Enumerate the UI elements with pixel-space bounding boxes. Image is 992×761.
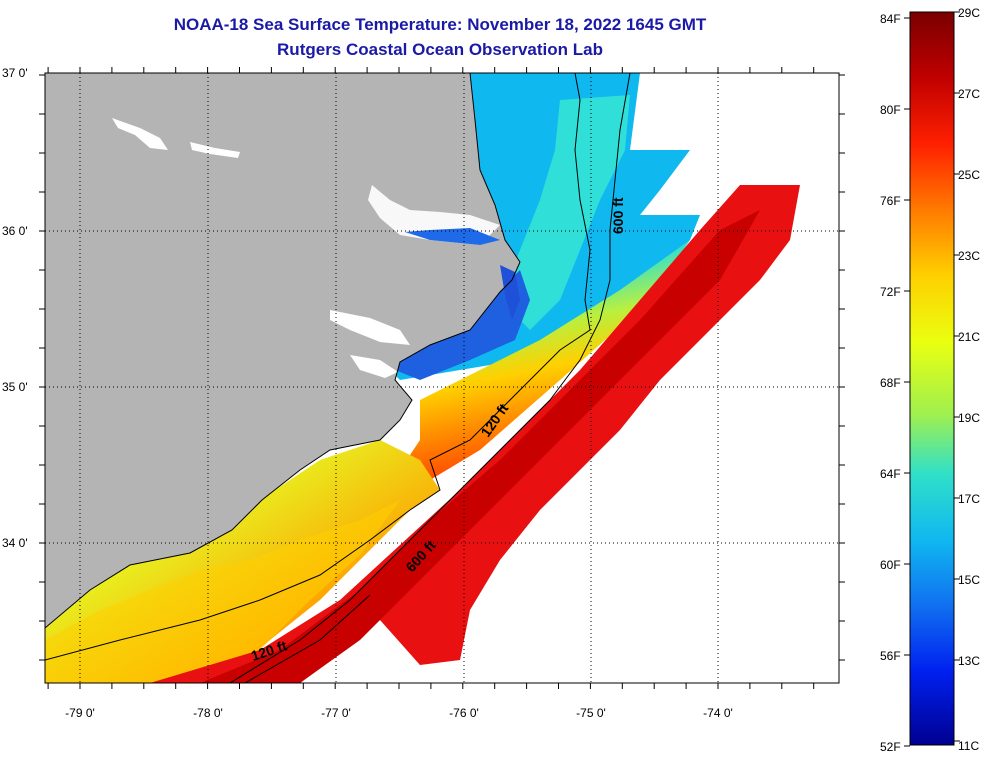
- isobath-600ft: [229, 73, 631, 683]
- lon-label-77: -77 0': [321, 706, 351, 720]
- colorbar-f-label: 72F: [880, 285, 901, 299]
- colorbar-f-label: 68F: [880, 376, 901, 390]
- colorbar-c-label: 21C: [958, 330, 980, 344]
- colorbar-c-label: 13C: [958, 654, 980, 668]
- frame-ticks: [39, 67, 845, 689]
- colorbar: [909, 11, 955, 746]
- map-frame: [44, 72, 840, 684]
- colorbar-c-label: 19C: [958, 411, 980, 425]
- colorbar-f-label: 80F: [880, 103, 901, 117]
- isobath-600ft-outer: [244, 594, 371, 683]
- gulf-stream-core: [200, 210, 760, 683]
- lat-label-37: 37 0': [2, 66, 28, 80]
- lat-label-35: 35 0': [2, 380, 28, 394]
- sst-shelf-south-inner: [45, 500, 400, 683]
- colorbar-c-label: 15C: [958, 573, 980, 587]
- lon-label-75: -75 0': [576, 706, 606, 720]
- inland-water: [350, 355, 398, 378]
- inland-water: [190, 142, 240, 158]
- map-subtitle: Rutgers Coastal Ocean Observation Lab: [277, 40, 603, 59]
- map-title: NOAA-18 Sea Surface Temperature: Novembe…: [173, 15, 707, 34]
- colorbar-c-label: 29C: [958, 6, 980, 20]
- graticule: [45, 73, 839, 683]
- inland-water: [330, 310, 410, 345]
- isobath-label-600ft-north: 600 ft: [610, 197, 626, 234]
- colorbar-f-label: 76F: [880, 194, 901, 208]
- colorbar-f-label: 84F: [880, 12, 901, 26]
- colorbar-c-label: 17C: [958, 492, 980, 506]
- colorbar-f-label: 52F: [880, 740, 901, 754]
- colorbar-f-label: 64F: [880, 467, 901, 481]
- inland-water: [112, 118, 168, 150]
- lon-label-76: -76 0': [449, 706, 479, 720]
- isobath-120ft: [45, 73, 591, 661]
- colorbar-c-label: 23C: [958, 249, 980, 263]
- colorbar-ticks: [904, 11, 960, 747]
- sst-shelf-north-inner: [500, 95, 630, 330]
- inland-water: [405, 228, 500, 245]
- sst-shelf-mid: [400, 240, 690, 480]
- gulf-stream: [150, 185, 800, 683]
- colorbar-c-label: 25C: [958, 168, 980, 182]
- inland-water: [500, 265, 520, 320]
- colorbar-c-label: 27C: [958, 87, 980, 101]
- colorbar-f-label: 60F: [880, 558, 901, 572]
- lon-label-79: -79 0': [65, 706, 95, 720]
- colorbar-c-label: 11C: [958, 739, 979, 753]
- lon-label-78: -78 0': [193, 706, 223, 720]
- coastline: [45, 73, 521, 629]
- colorbar-f-label: 56F: [880, 649, 901, 663]
- lat-label-34: 34 0': [2, 536, 28, 550]
- lat-label-36: 36 0': [2, 224, 28, 238]
- lon-label-74: -74 0': [703, 706, 733, 720]
